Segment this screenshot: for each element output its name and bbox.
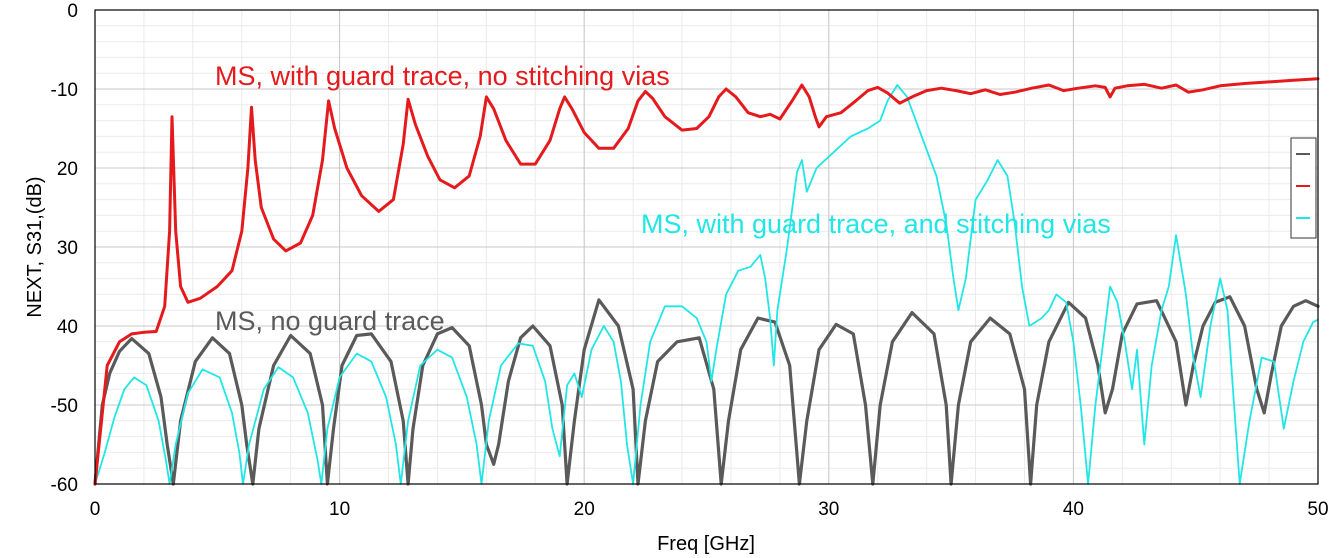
legend[interactable] — [1290, 137, 1317, 239]
annotation-guard-no-vias: MS, with guard trace, no stitching vias — [215, 61, 670, 91]
x-axis-ticks: 0 10 20 30 40 50 — [90, 499, 1329, 520]
x-tick-label: 10 — [329, 499, 350, 520]
series-line-no-guard — [93, 295, 1320, 486]
x-tick-label: 30 — [818, 499, 839, 520]
y-tick-label: 0 — [67, 1, 78, 22]
y-tick-label: 20 — [57, 159, 78, 180]
plot-frame — [94, 9, 1319, 485]
x-axis-title: Freq [GHz] — [657, 533, 755, 555]
x-tick-label: 40 — [1063, 499, 1084, 520]
x-tick-label: 20 — [574, 499, 595, 520]
y-tick-label: -10 — [51, 80, 78, 101]
annotation-no-guard: MS, no guard trace — [215, 306, 445, 336]
x-tick-label: 0 — [90, 499, 101, 520]
y-tick-label: -50 — [51, 396, 78, 417]
y-tick-label: 40 — [57, 317, 78, 338]
y-axis-title: NEXT, S31,(dB) — [24, 176, 46, 317]
annotation-guard-with-vias: MS, with guard trace, and stitching vias — [641, 209, 1111, 239]
y-axis-ticks: 0 -10 20 30 40 -50 -60 — [51, 1, 78, 496]
y-tick-label: 30 — [57, 238, 78, 259]
series-layer — [93, 77, 1320, 486]
x-tick-label: 50 — [1307, 499, 1328, 520]
series-line-guard-no-vias — [93, 77, 1320, 486]
y-tick-label: -60 — [51, 475, 78, 496]
series-line-guard-with-vias — [94, 84, 1319, 485]
